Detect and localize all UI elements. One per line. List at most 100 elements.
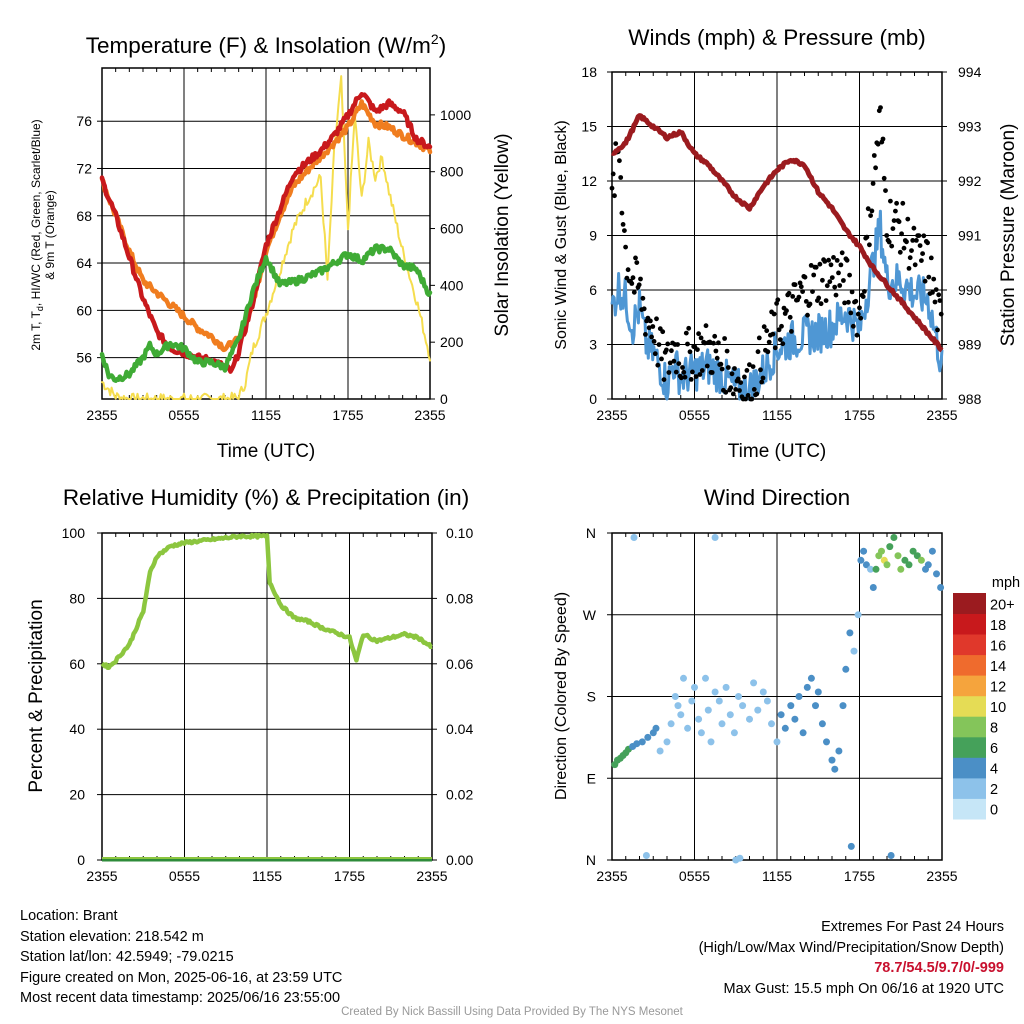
gust-point <box>643 332 648 337</box>
gust-point <box>714 355 720 361</box>
label-subscript: d <box>35 306 45 311</box>
direction-point <box>846 629 854 637</box>
gust-point <box>729 371 735 377</box>
direction-point <box>730 729 738 737</box>
y-tick-label-left: 100 <box>62 525 86 541</box>
direction-point <box>739 702 747 710</box>
direction-point <box>750 679 758 687</box>
direction-point <box>814 688 822 696</box>
colorbar-swatch <box>953 675 986 697</box>
elevation-text: Station elevation: 218.542 m <box>20 928 204 945</box>
gust-point <box>675 342 680 347</box>
gust-point <box>678 375 684 381</box>
gust-point <box>758 367 763 373</box>
gust-point <box>936 292 942 298</box>
max-gust-text: Max Gust: 15.5 mph On 06/16 at 1920 UTC <box>723 980 1004 997</box>
direction-point <box>909 547 917 555</box>
direction-point <box>684 724 692 732</box>
gust-point <box>698 335 704 341</box>
y-tick-label-right: 992 <box>958 173 982 189</box>
y-tick-label-right: 988 <box>958 391 982 407</box>
gust-point <box>712 333 718 339</box>
location-text: Location: Brant <box>20 908 118 924</box>
gust-point <box>811 272 817 278</box>
gust-point <box>683 330 689 336</box>
y-tick-label-right: 0.02 <box>446 787 473 803</box>
y-tick-label-left: 9 <box>589 228 597 244</box>
direction-point <box>928 547 936 555</box>
y-tick-label-right: 200 <box>440 334 464 350</box>
gust-point <box>636 282 642 288</box>
gust-point <box>661 377 667 382</box>
gust-point <box>766 339 772 345</box>
x-tick-label: 1755 <box>844 868 875 884</box>
direction-point <box>633 740 641 748</box>
gust-point <box>904 239 909 245</box>
y-tick-label-left: 3 <box>589 337 597 353</box>
colorbar-swatch <box>953 695 986 717</box>
gust-point <box>687 349 693 355</box>
y-tick-label: N <box>586 852 596 868</box>
gust-point <box>676 361 682 366</box>
y-tick-label-left: 0 <box>589 391 597 407</box>
gust-point <box>693 374 699 379</box>
gust-point <box>886 239 892 245</box>
gust-point <box>776 327 782 333</box>
gust-point <box>761 324 767 330</box>
gust-point <box>935 327 940 333</box>
latlon-text: Station lat/lon: 42.5949; -79.0215 <box>20 949 234 966</box>
y-axis-label-right: Solar Insolation (Yellow) <box>492 133 513 336</box>
colorbar-swatch <box>953 716 986 738</box>
gust-point <box>754 391 760 397</box>
gust-point <box>834 258 840 263</box>
direction-point <box>924 561 932 569</box>
direction-point <box>823 738 830 746</box>
gust-point <box>690 369 695 375</box>
direction-point <box>850 647 858 655</box>
y-tick-label-left: 60 <box>69 656 85 672</box>
colorbar-label: 6 <box>990 741 998 757</box>
gust-point <box>909 248 914 254</box>
title-close: ) <box>439 33 447 58</box>
gust-point <box>777 337 783 342</box>
gust-point <box>619 210 625 216</box>
gust-point <box>857 305 862 311</box>
gust-point <box>633 255 638 261</box>
x-axis-label: Time (UTC) <box>728 441 827 462</box>
colorbar-swatch <box>953 777 986 799</box>
direction-point <box>831 765 839 773</box>
gust-point <box>786 290 792 296</box>
x-tick-label: 2355 <box>416 868 447 884</box>
gust-point <box>890 226 896 232</box>
series-2m-t-line <box>99 91 433 374</box>
gust-point <box>864 234 870 240</box>
gust-point <box>631 289 637 295</box>
gust-point <box>820 277 825 283</box>
direction-point <box>901 556 909 564</box>
gust-point <box>826 257 831 263</box>
x-tick-label: 0555 <box>168 407 199 423</box>
gust-point <box>911 225 917 231</box>
gust-point <box>638 276 643 282</box>
colorbar-swatch <box>953 654 986 676</box>
colorbar-swatch <box>953 634 986 656</box>
direction-point <box>718 720 726 728</box>
gust-point <box>722 336 727 341</box>
gust-point <box>836 270 841 276</box>
gust-point <box>718 361 724 367</box>
y-tick-label-left: 15 <box>581 119 597 135</box>
y-axis-label: Direction (Colored By Speed) <box>553 592 570 800</box>
colorbar-swatch <box>953 613 986 635</box>
gust-point <box>784 308 789 314</box>
plot-frame <box>101 67 431 400</box>
direction-point <box>759 688 767 696</box>
gust-point <box>894 200 899 206</box>
direction-point <box>695 715 703 723</box>
direction-point <box>807 674 815 682</box>
gust-point <box>933 287 939 292</box>
direction-point <box>754 706 762 714</box>
colorbar-label: 0 <box>990 803 998 819</box>
gust-point <box>743 396 748 402</box>
gust-point <box>847 272 852 278</box>
